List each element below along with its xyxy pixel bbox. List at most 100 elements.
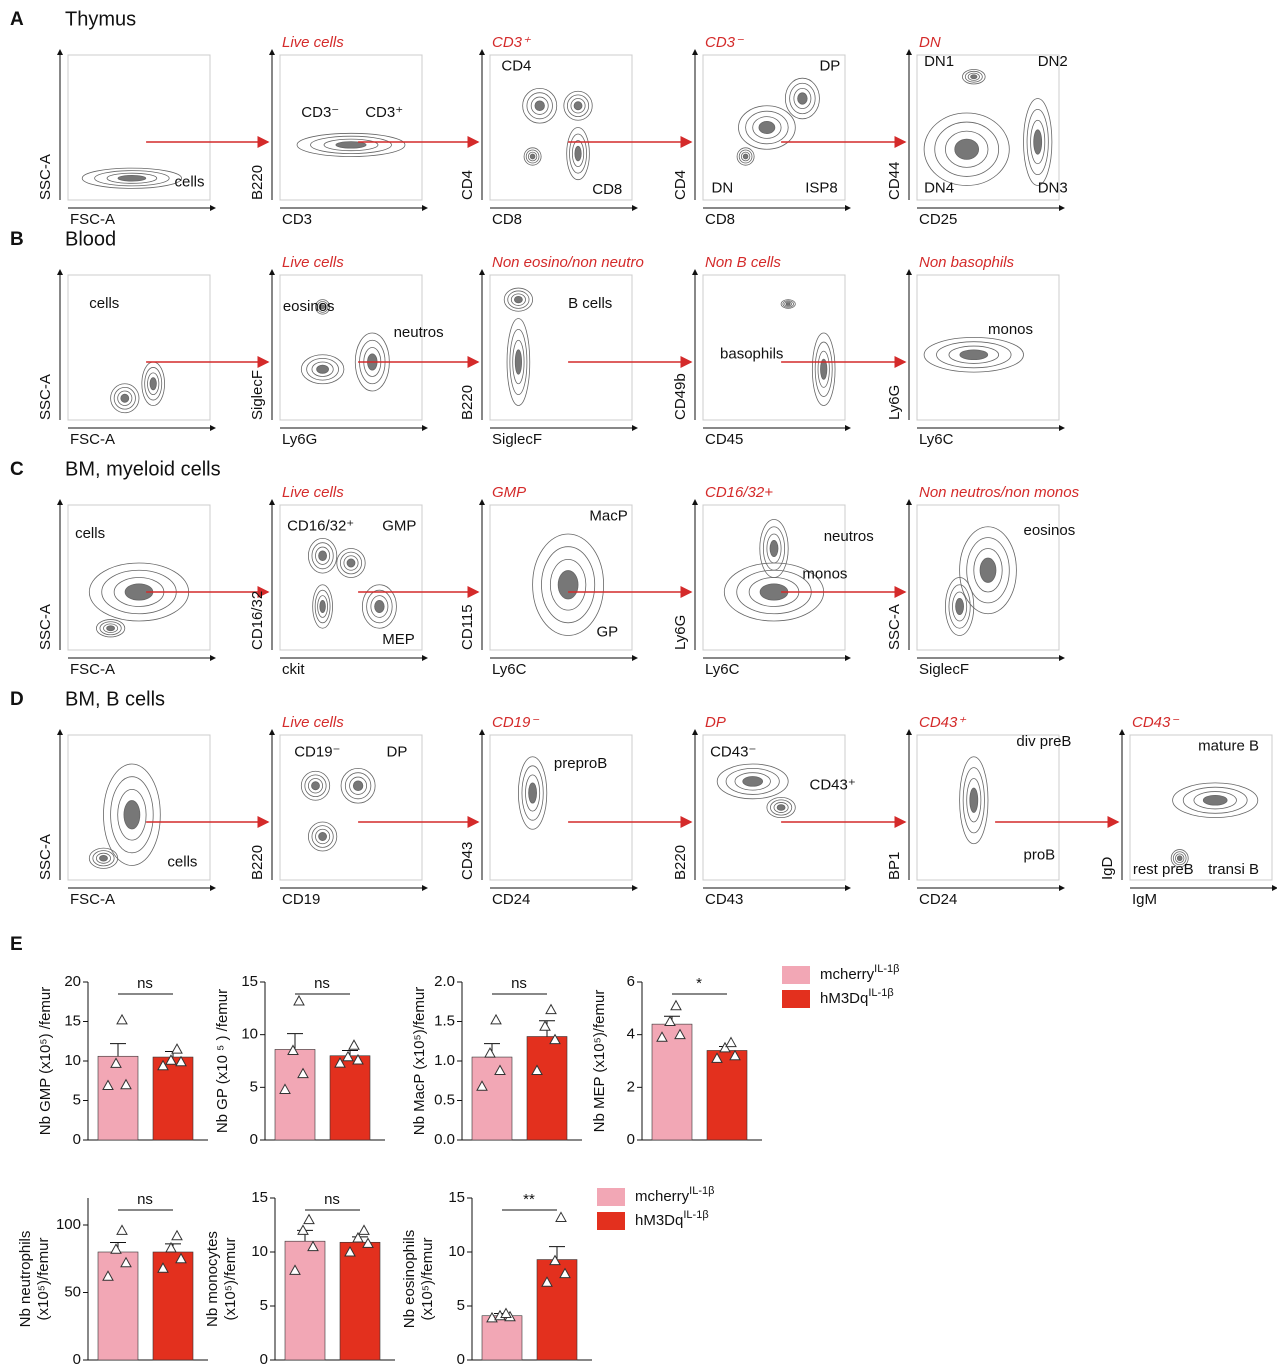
bar [651, 1023, 693, 1141]
data-point [120, 1256, 132, 1268]
data-point [352, 1053, 364, 1065]
y-tick-label: 10 [251, 1243, 268, 1260]
y-tick-label: 4 [627, 1026, 635, 1043]
contour [766, 796, 796, 819]
gate-label: ISP8 [805, 179, 838, 196]
contour [1182, 786, 1248, 814]
data-point [494, 1064, 506, 1075]
gate-label: CD3⁻ [301, 104, 339, 121]
y-axis-label: SSC-A [37, 604, 54, 650]
contour [923, 112, 1010, 186]
y-tick-label: 0 [457, 1351, 465, 1367]
contour [352, 780, 364, 792]
gate-label: DN2 [1038, 53, 1068, 70]
contour [716, 763, 789, 800]
contour [514, 296, 523, 304]
legend-swatch [597, 1212, 625, 1230]
y-axis-label: Nb eosinophils [401, 1230, 418, 1328]
plot-title: CD3⁻ [705, 34, 744, 51]
data-point [352, 1231, 364, 1243]
plot-title: CD3⁺ [492, 34, 531, 51]
contour [973, 548, 1003, 593]
bar [97, 1055, 139, 1141]
panel-name: Thymus [65, 8, 136, 30]
data-point [358, 1224, 370, 1235]
data-point [549, 1033, 561, 1045]
y-tick-label: 0 [627, 1131, 635, 1148]
contour [311, 781, 320, 791]
x-axis-label: CD8 [705, 211, 735, 228]
data-point [120, 1078, 132, 1090]
contour [318, 832, 327, 841]
plot-title: CD16/32+ [705, 484, 773, 501]
contour [296, 132, 406, 157]
contour [506, 318, 531, 406]
plot-frame [67, 504, 211, 651]
y-axis-label: Nb MEP (x10⁵)/femur [591, 990, 608, 1133]
data-point [116, 1013, 128, 1025]
contour [566, 127, 590, 181]
y-axis-label: SSC-A [886, 604, 903, 650]
contour [110, 383, 140, 414]
contour [549, 558, 587, 611]
contour [769, 539, 779, 558]
y-axis-label: CD49b [672, 373, 689, 420]
y-tick-label: 0 [73, 1351, 81, 1367]
contour [979, 557, 997, 583]
contour [563, 90, 593, 121]
data-point [555, 1211, 567, 1222]
contour [740, 151, 751, 162]
y-tick-label: 0.0 [434, 1131, 455, 1148]
contour [319, 600, 326, 613]
plot-title: Live cells [282, 254, 344, 271]
contour [970, 74, 978, 80]
contour [514, 349, 522, 375]
data-point [545, 1003, 557, 1015]
legend-swatch [782, 966, 810, 984]
data-point [110, 1057, 122, 1068]
plot-frame [702, 54, 846, 201]
bar [536, 1259, 578, 1361]
bar [471, 1056, 513, 1141]
y-axis-label: (x10⁵)/femur [35, 1238, 52, 1321]
gate-label: monos [802, 566, 847, 583]
plot-title: Non basophils [919, 254, 1015, 271]
contour [344, 772, 372, 800]
contour [96, 619, 126, 638]
contour [770, 799, 793, 816]
gate-label: DN1 [924, 53, 954, 70]
gate-label: cells [167, 854, 197, 871]
data-point [102, 1079, 114, 1090]
legend-superscript: IL-1β [868, 987, 893, 999]
contour [300, 354, 345, 385]
data-point [165, 1054, 177, 1065]
contour [797, 92, 808, 105]
contour [1026, 108, 1049, 176]
contour [1170, 849, 1189, 868]
y-tick-label: 5 [73, 1091, 81, 1108]
contour [752, 116, 782, 139]
plot-frame [67, 54, 211, 201]
contour [318, 302, 327, 311]
data-point [297, 1067, 309, 1079]
contour [945, 130, 989, 168]
y-tick-label: 0.5 [434, 1091, 455, 1108]
contour [773, 802, 789, 813]
gate-label: eosinos [283, 298, 335, 315]
legend-superscript: IL-1β [689, 1185, 714, 1197]
data-point [110, 1243, 122, 1254]
plot-frame [489, 504, 633, 651]
x-axis-label: IgM [1132, 891, 1157, 908]
contour [103, 623, 119, 634]
contour [503, 287, 534, 312]
y-axis-label: Ly6G [672, 615, 689, 650]
contour [736, 147, 755, 166]
contour [315, 828, 331, 845]
y-tick-label: 10 [241, 1026, 258, 1043]
data-point [287, 1044, 299, 1055]
contour [541, 546, 596, 624]
contour [784, 301, 793, 307]
contour [370, 595, 389, 618]
x-axis-label: CD24 [492, 891, 530, 908]
x-axis-label: CD45 [705, 431, 743, 448]
